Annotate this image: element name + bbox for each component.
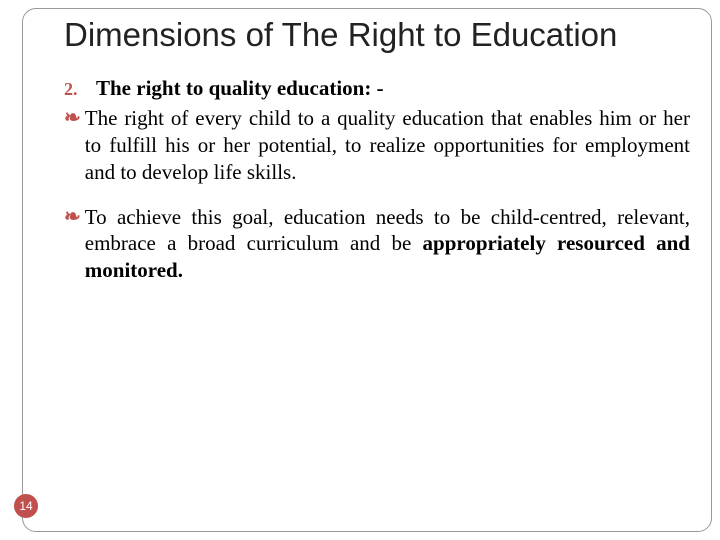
item-number: 2. — [64, 79, 80, 100]
bullet-text-pre: The right of every child to a quality ed… — [85, 106, 690, 184]
slide-title: Dimensions of The Right to Education — [64, 16, 690, 54]
page-number-badge: 14 — [14, 494, 38, 518]
bullet-text: To achieve this goal, education needs to… — [85, 204, 690, 285]
bullet-icon: ❧ — [64, 105, 81, 131]
item-heading: The right to quality education: - — [96, 76, 384, 101]
bullet-text: The right of every child to a quality ed… — [85, 105, 690, 186]
page-number: 14 — [19, 499, 32, 513]
bullet-item: ❧ To achieve this goal, education needs … — [64, 204, 690, 285]
bullet-item: ❧ The right of every child to a quality … — [64, 105, 690, 186]
bullet-icon: ❧ — [64, 204, 81, 230]
numbered-heading: 2. The right to quality education: - — [64, 76, 690, 101]
slide-content: Dimensions of The Right to Education 2. … — [64, 16, 690, 302]
